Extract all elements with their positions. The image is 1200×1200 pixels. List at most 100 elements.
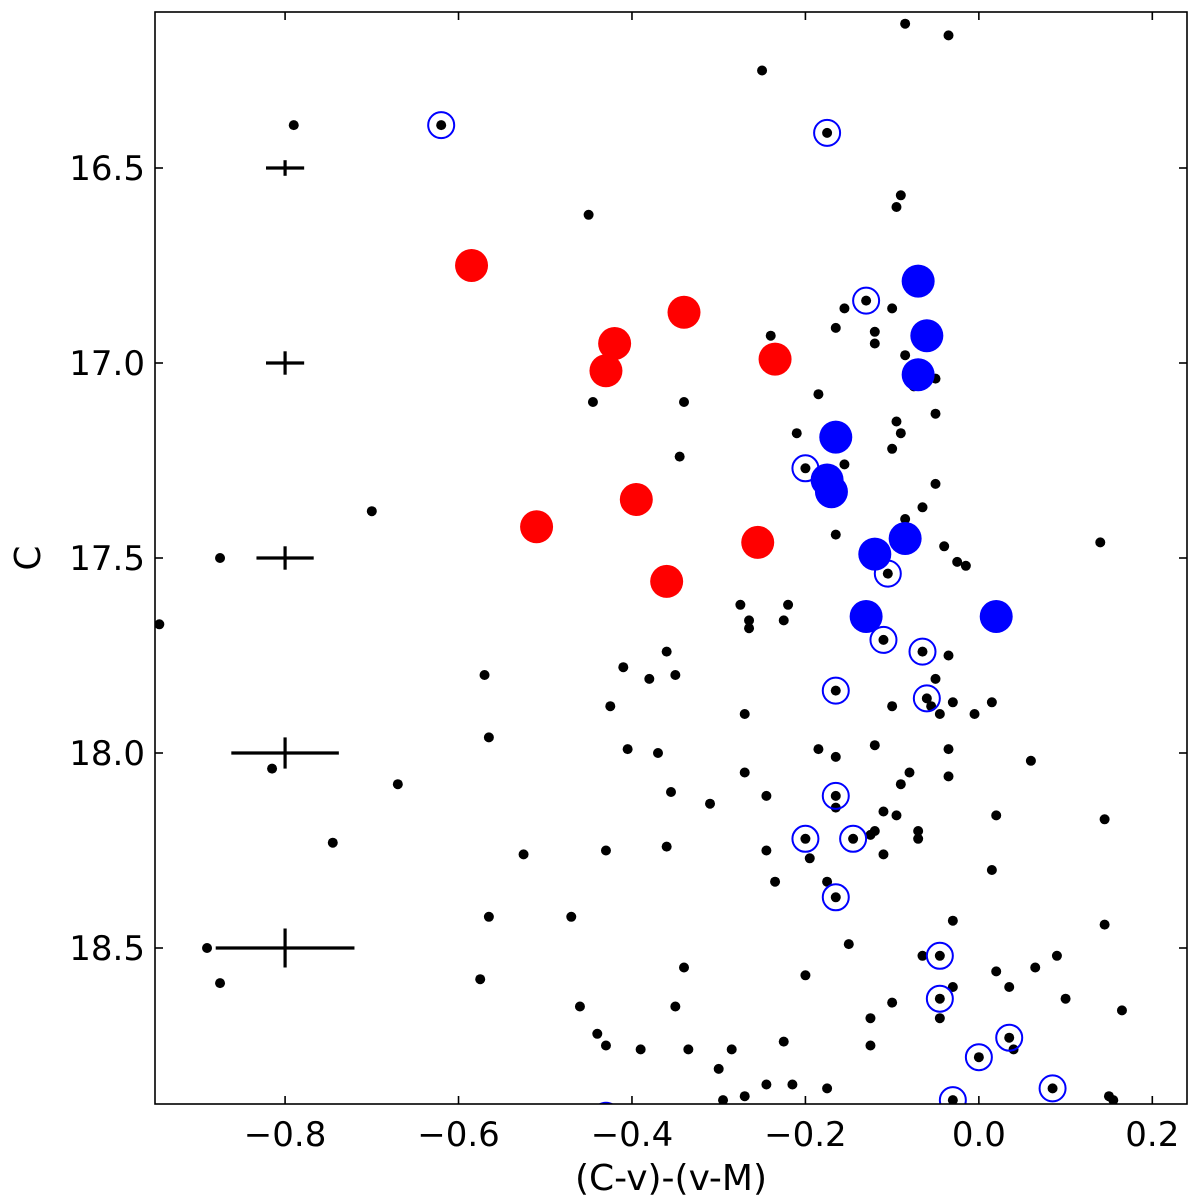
data-point-0-138 — [1004, 1032, 1015, 1043]
data-point-0-90 — [848, 833, 859, 844]
data-point-0-3 — [288, 120, 299, 131]
data-point-1-10 — [791, 824, 820, 853]
data-point-0-122 — [1004, 982, 1015, 992]
x-tick-label-5: 0.2 — [1125, 1115, 1179, 1155]
data-point-0-105 — [830, 892, 841, 903]
data-point-2-7 — [741, 525, 775, 559]
data-point-0-67 — [869, 740, 880, 751]
data-point-0-104 — [770, 876, 781, 887]
data-point-0-89 — [865, 829, 876, 840]
data-point-0-2 — [757, 65, 768, 76]
data-point-0-59 — [887, 701, 898, 712]
data-point-0-97 — [661, 841, 672, 852]
data-point-0-54 — [479, 670, 490, 680]
data-point-2-6 — [520, 510, 554, 544]
data-point-0-76 — [904, 767, 915, 778]
data-point-0-53 — [644, 673, 655, 684]
data-point-0-9 — [839, 303, 850, 314]
data-point-0-56 — [830, 685, 841, 696]
data-point-1-2 — [852, 286, 881, 315]
data-point-0-33 — [917, 502, 928, 513]
data-point-0-66 — [483, 732, 494, 743]
data-point-0-57 — [921, 693, 932, 704]
data-point-2-4 — [758, 342, 792, 376]
data-point-3-8 — [849, 600, 883, 633]
data-point-0-120 — [475, 974, 486, 985]
data-point-0-98 — [761, 845, 772, 856]
data-point-0-87 — [913, 826, 924, 836]
data-point-0-102 — [986, 865, 997, 875]
data-point-1-14 — [925, 984, 954, 1013]
data-point-0-24 — [791, 428, 802, 439]
data-point-0-86 — [830, 802, 841, 813]
data-point-0-65 — [739, 709, 750, 719]
data-point-3-9 — [979, 600, 1013, 633]
data-point-0-116 — [991, 966, 1002, 977]
data-point-0-119 — [215, 978, 226, 989]
data-point-0-30 — [930, 478, 941, 489]
data-point-1-17 — [1038, 1074, 1067, 1103]
data-point-0-79 — [392, 779, 403, 790]
data-point-0-64 — [934, 709, 945, 719]
data-point-0-39 — [1095, 537, 1106, 548]
data-point-2-8 — [650, 564, 684, 598]
data-point-0-38 — [960, 560, 971, 571]
data-point-3-2 — [901, 358, 935, 392]
data-point-0-72 — [943, 744, 954, 755]
data-point-0-36 — [215, 553, 226, 563]
data-point-0-73 — [1025, 755, 1036, 766]
data-point-0-47 — [878, 634, 889, 645]
data-point-0-126 — [574, 1001, 585, 1012]
data-point-1-1 — [813, 118, 842, 147]
data-point-0-100 — [878, 849, 889, 860]
data-point-1-6 — [908, 637, 937, 666]
data-point-0-83 — [830, 790, 841, 801]
data-point-0-117 — [679, 962, 690, 973]
x-tick-label-2: −0.4 — [591, 1115, 674, 1155]
data-point-0-106 — [483, 911, 494, 922]
data-point-0-142 — [761, 1079, 772, 1090]
data-point-0-49 — [943, 650, 954, 661]
data-point-3-5 — [814, 475, 848, 509]
data-point-0-137 — [865, 1040, 876, 1051]
data-point-0-93 — [991, 810, 1002, 821]
x-tick-label-4: 0.0 — [952, 1115, 1006, 1155]
data-point-1-5 — [869, 625, 898, 654]
data-point-0-71 — [830, 751, 841, 762]
data-point-0-112 — [917, 950, 928, 961]
y-tick-label-4: 18.5 — [69, 929, 145, 969]
data-point-0-50 — [661, 646, 672, 657]
data-point-0-129 — [934, 1013, 945, 1024]
data-point-0-63 — [605, 701, 616, 712]
data-point-0-75 — [739, 767, 750, 778]
data-point-0-133 — [635, 1044, 646, 1055]
data-point-0-145 — [1047, 1083, 1058, 1094]
data-point-1-12 — [821, 883, 850, 912]
data-point-1-15 — [995, 1023, 1024, 1052]
data-point-0-115 — [1030, 962, 1041, 973]
data-point-0-25 — [895, 428, 906, 439]
data-point-0-27 — [674, 451, 685, 462]
data-point-0-19 — [813, 389, 824, 400]
data-point-0-94 — [1099, 814, 1110, 825]
data-point-0-111 — [202, 943, 213, 953]
data-point-3-3 — [819, 420, 853, 454]
data-point-0-135 — [726, 1044, 737, 1055]
data-point-0-4 — [436, 120, 447, 131]
data-point-0-43 — [744, 615, 755, 626]
data-point-1-8 — [912, 684, 941, 713]
data-point-0-44 — [744, 623, 755, 634]
data-point-0-74 — [267, 763, 278, 774]
data-point-0-68 — [622, 744, 633, 755]
data-point-0-148 — [947, 1095, 958, 1104]
y-tick-label-1: 17.0 — [69, 344, 145, 384]
data-point-0-55 — [930, 673, 941, 684]
data-point-0-22 — [891, 416, 902, 427]
data-point-0-101 — [518, 849, 529, 860]
data-point-0-150 — [1108, 1095, 1119, 1104]
data-point-0-128 — [1116, 1005, 1127, 1016]
data-point-3-1 — [910, 319, 944, 353]
y-tick-label-3: 18.0 — [69, 734, 145, 774]
axis-ticks: −0.8 −0.6 −0.4 −0.2 0.0 0.2 16.5 17.0 17.5 18.0 18… — [69, 12, 1187, 1155]
